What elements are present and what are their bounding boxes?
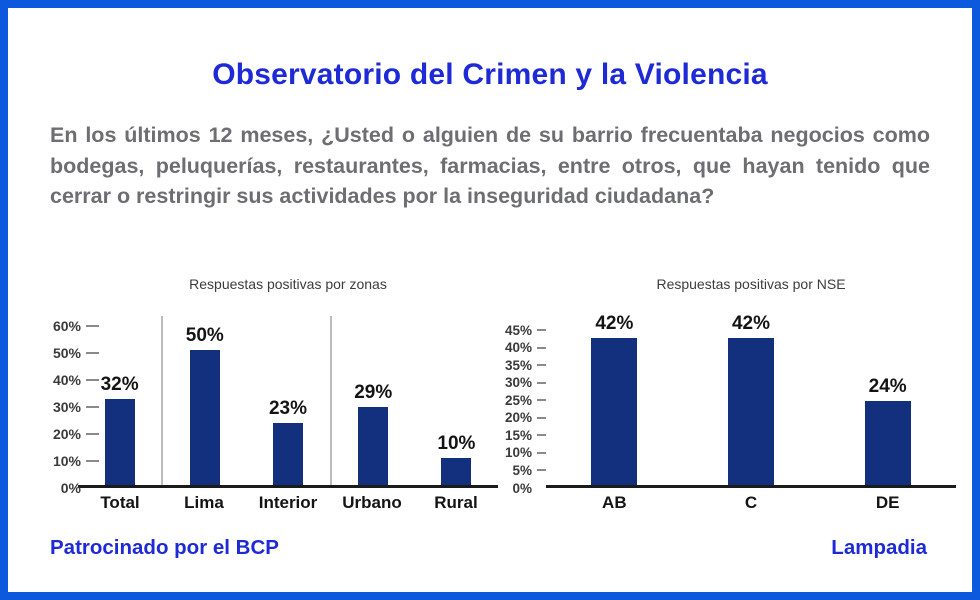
x-axis-label: DE: [875, 493, 900, 512]
chart-zonas: Respuestas positivas por zonas 0% 10% 20% 3…: [36, 276, 498, 513]
y-tick: 5%: [512, 462, 546, 478]
y-tick-label: 20%: [504, 410, 532, 426]
y-tick: 10%: [505, 445, 546, 461]
y-tick: 20%: [53, 426, 99, 442]
y-tick-label: 30%: [504, 375, 532, 391]
chart-title-nse: Respuestas positivas por NSE: [656, 276, 846, 292]
y-tick-mark: [86, 325, 99, 327]
y-tick-label: 60%: [52, 318, 81, 334]
y-tick-label: 10%: [504, 445, 532, 461]
y-tick-label: 0%: [512, 480, 532, 496]
y-tick-mark: [537, 469, 546, 472]
y-tick-mark: [537, 416, 546, 419]
y-tick: 30%: [505, 375, 546, 391]
y-tick: 35%: [505, 357, 546, 373]
bar: [104, 399, 135, 485]
y-tick-label: 5%: [512, 462, 532, 478]
y-tick-mark: [537, 399, 546, 402]
bar: [728, 338, 774, 485]
y-tick-label: 0%: [60, 480, 81, 496]
y-tick-mark: [86, 352, 99, 354]
y-tick-mark: [86, 460, 99, 462]
y-tick-label: 40%: [504, 340, 532, 356]
chart-body: 0% 10% 20% 30% 40% 50% 60% 32% 50% 23% 29% 10%: [36, 316, 498, 496]
y-tick: 20%: [505, 410, 546, 426]
y-tick-label: 20%: [52, 426, 81, 442]
chart-nse: Respuestas positivas por NSE 0% 5% 10% 15% 2…: [505, 276, 956, 513]
brand-text: Lampadia: [831, 536, 927, 559]
bar-value-label: 10%: [437, 433, 476, 454]
y-tick-label: 35%: [504, 357, 532, 373]
y-tick: 0%: [61, 480, 99, 496]
y-tick-mark: [537, 381, 546, 384]
y-tick-mark: [86, 406, 99, 408]
bar-group-c: 42%: [683, 313, 820, 485]
x-axis-label: Rural: [434, 493, 478, 512]
bar-value-label: 50%: [185, 325, 224, 346]
bar-group-total: 32%: [78, 316, 164, 485]
y-tick-label: 40%: [52, 372, 81, 388]
y-tick: 10%: [53, 453, 99, 469]
y-tick: 50%: [53, 345, 99, 361]
survey-question: En los últimos 12 meses, ¿Usted o alguie…: [50, 123, 930, 209]
bar-group-interior: 23%: [246, 316, 332, 485]
chart-body: 0% 5% 10% 15% 20% 25% 30% 35% 40% 45% 42% 42% 24%: [505, 313, 956, 496]
y-tick-label: 25%: [504, 392, 532, 408]
bar: [358, 407, 389, 485]
y-tick-mark: [537, 451, 546, 454]
bar-group-de: 24%: [819, 316, 956, 485]
y-tick: 45%: [505, 322, 546, 338]
y-tick: 0%: [512, 480, 546, 496]
y-tick-label: 10%: [52, 453, 81, 469]
bar: [273, 423, 303, 485]
y-tick: 25%: [505, 392, 546, 408]
x-axis-label: AB: [602, 493, 627, 512]
bar: [591, 338, 638, 485]
plot-area: 32% 50% 23% 29% 10%: [78, 316, 498, 488]
bar-value-label: 29%: [354, 382, 393, 403]
y-tick: 40%: [53, 372, 99, 388]
x-axis-labels: AB C DE: [546, 493, 956, 513]
bar: [441, 458, 472, 485]
bar-value-label: 42%: [731, 313, 771, 334]
page-title: Observatorio del Crimen y la Violencia: [212, 58, 768, 91]
x-axis-label: C: [744, 493, 758, 512]
x-axis-label: Total: [100, 493, 140, 512]
x-axis-label: Urbano: [342, 493, 402, 512]
sponsor-text: Patrocinado por el BCP: [50, 536, 279, 559]
y-tick: 30%: [53, 399, 99, 415]
y-tick-mark: [537, 434, 546, 437]
y-tick-label: 30%: [52, 399, 81, 415]
y-tick-label: 15%: [504, 427, 532, 443]
bar-value-label: 42%: [595, 313, 634, 334]
chart-title-zonas: Respuestas positivas por zonas: [189, 276, 387, 292]
bar-value-label: 32%: [100, 374, 139, 395]
y-tick: 15%: [505, 427, 546, 443]
bar: [189, 350, 220, 485]
bar: [864, 401, 911, 485]
y-tick: 40%: [505, 340, 546, 356]
y-tick-label: 50%: [52, 345, 81, 361]
y-axis: 0% 5% 10% 15% 20% 25% 30% 35% 40% 45%: [505, 316, 546, 496]
y-tick-mark: [537, 346, 546, 349]
bar-group-rural: 10%: [415, 316, 498, 485]
bar-group-lima: 50%: [163, 316, 246, 485]
x-axis-labels: Total Lima Interior Urbano Rural: [78, 493, 498, 513]
y-tick-mark: [86, 433, 99, 435]
plot-area: 42% 42% 24%: [546, 313, 956, 488]
y-tick-label: 45%: [504, 322, 532, 338]
y-tick-mark: [537, 364, 546, 367]
y-axis: 0% 10% 20% 30% 40% 50% 60%: [36, 316, 99, 496]
bar-value-label: 23%: [268, 398, 308, 419]
bar-value-label: 24%: [868, 376, 907, 397]
bar-group-ab: 42%: [546, 313, 683, 485]
bar-group-urbano: 29%: [332, 316, 415, 485]
x-axis-label: Lima: [184, 493, 224, 512]
x-axis-label: Interior: [258, 493, 318, 512]
y-tick-mark: [537, 329, 546, 332]
y-tick-mark: [86, 379, 99, 381]
y-tick: 60%: [53, 318, 99, 334]
